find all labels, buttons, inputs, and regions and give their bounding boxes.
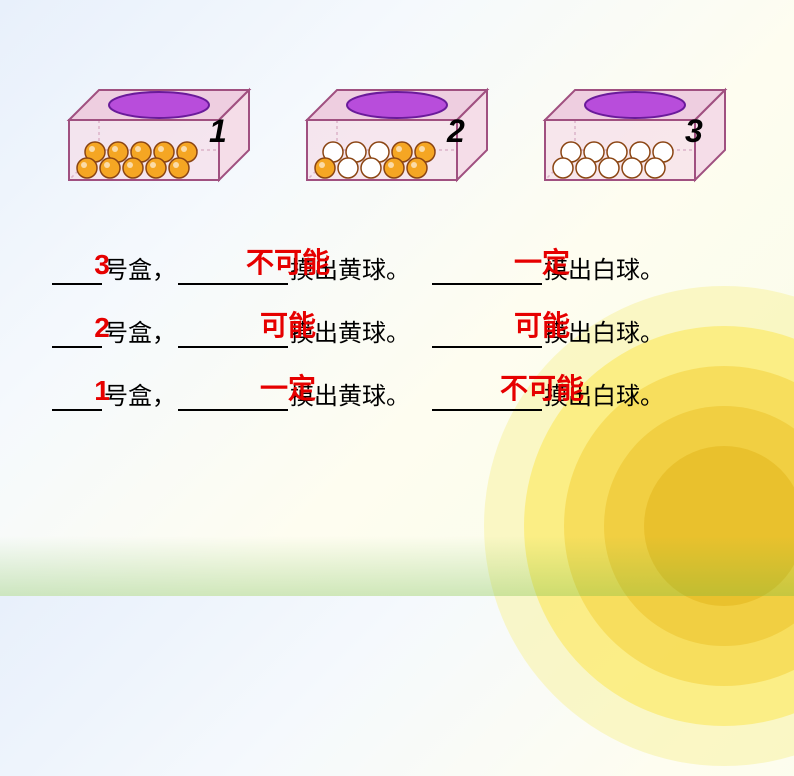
questions-area: 3 号盒， 不可能 摸出黄球。 一定 摸出白球。 2 号盒， 可能 摸出黄球。 … [0, 210, 794, 411]
box-1-svg: 1 [59, 60, 259, 190]
blank-word-1a: 不可能 [178, 251, 288, 285]
answer-word-1a: 不可能 [233, 241, 343, 281]
svg-text:1: 1 [209, 113, 227, 149]
blank-num-2: 2 [52, 314, 102, 348]
answer-word-3a: 一定 [233, 367, 343, 407]
blank-word-2b: 可能 [432, 314, 542, 348]
blank-word-3a: 一定 [178, 377, 288, 411]
box-3-svg: 3 [535, 60, 735, 190]
answer-word-2b: 可能 [487, 304, 597, 344]
svg-text:2: 2 [446, 113, 465, 149]
box-1: 1 [59, 60, 259, 190]
question-row-2: 2 号盒， 可能 摸出黄球。 可能 摸出白球。 [50, 313, 744, 348]
blank-word-3b: 不可能 [432, 377, 542, 411]
answer-word-3b: 不可能 [487, 367, 597, 407]
blank-word-2a: 可能 [178, 314, 288, 348]
svg-text:3: 3 [685, 113, 703, 149]
boxes-row: 1 2 3 [0, 0, 794, 210]
box-2: 2 [297, 60, 497, 190]
question-row-3: 1 号盒， 一定 摸出黄球。 不可能 摸出白球。 [50, 376, 744, 411]
box-2-svg: 2 [297, 60, 497, 190]
answer-word-1b: 一定 [487, 241, 597, 281]
answer-num-1: 3 [77, 249, 127, 281]
grass-gradient [0, 536, 794, 596]
blank-num-1: 3 [52, 251, 102, 285]
blank-num-3: 1 [52, 377, 102, 411]
box-3: 3 [535, 60, 735, 190]
answer-num-2: 2 [77, 312, 127, 344]
blank-word-1b: 一定 [432, 251, 542, 285]
question-row-1: 3 号盒， 不可能 摸出黄球。 一定 摸出白球。 [50, 250, 744, 285]
answer-word-2a: 可能 [233, 304, 343, 344]
answer-num-3: 1 [77, 375, 127, 407]
